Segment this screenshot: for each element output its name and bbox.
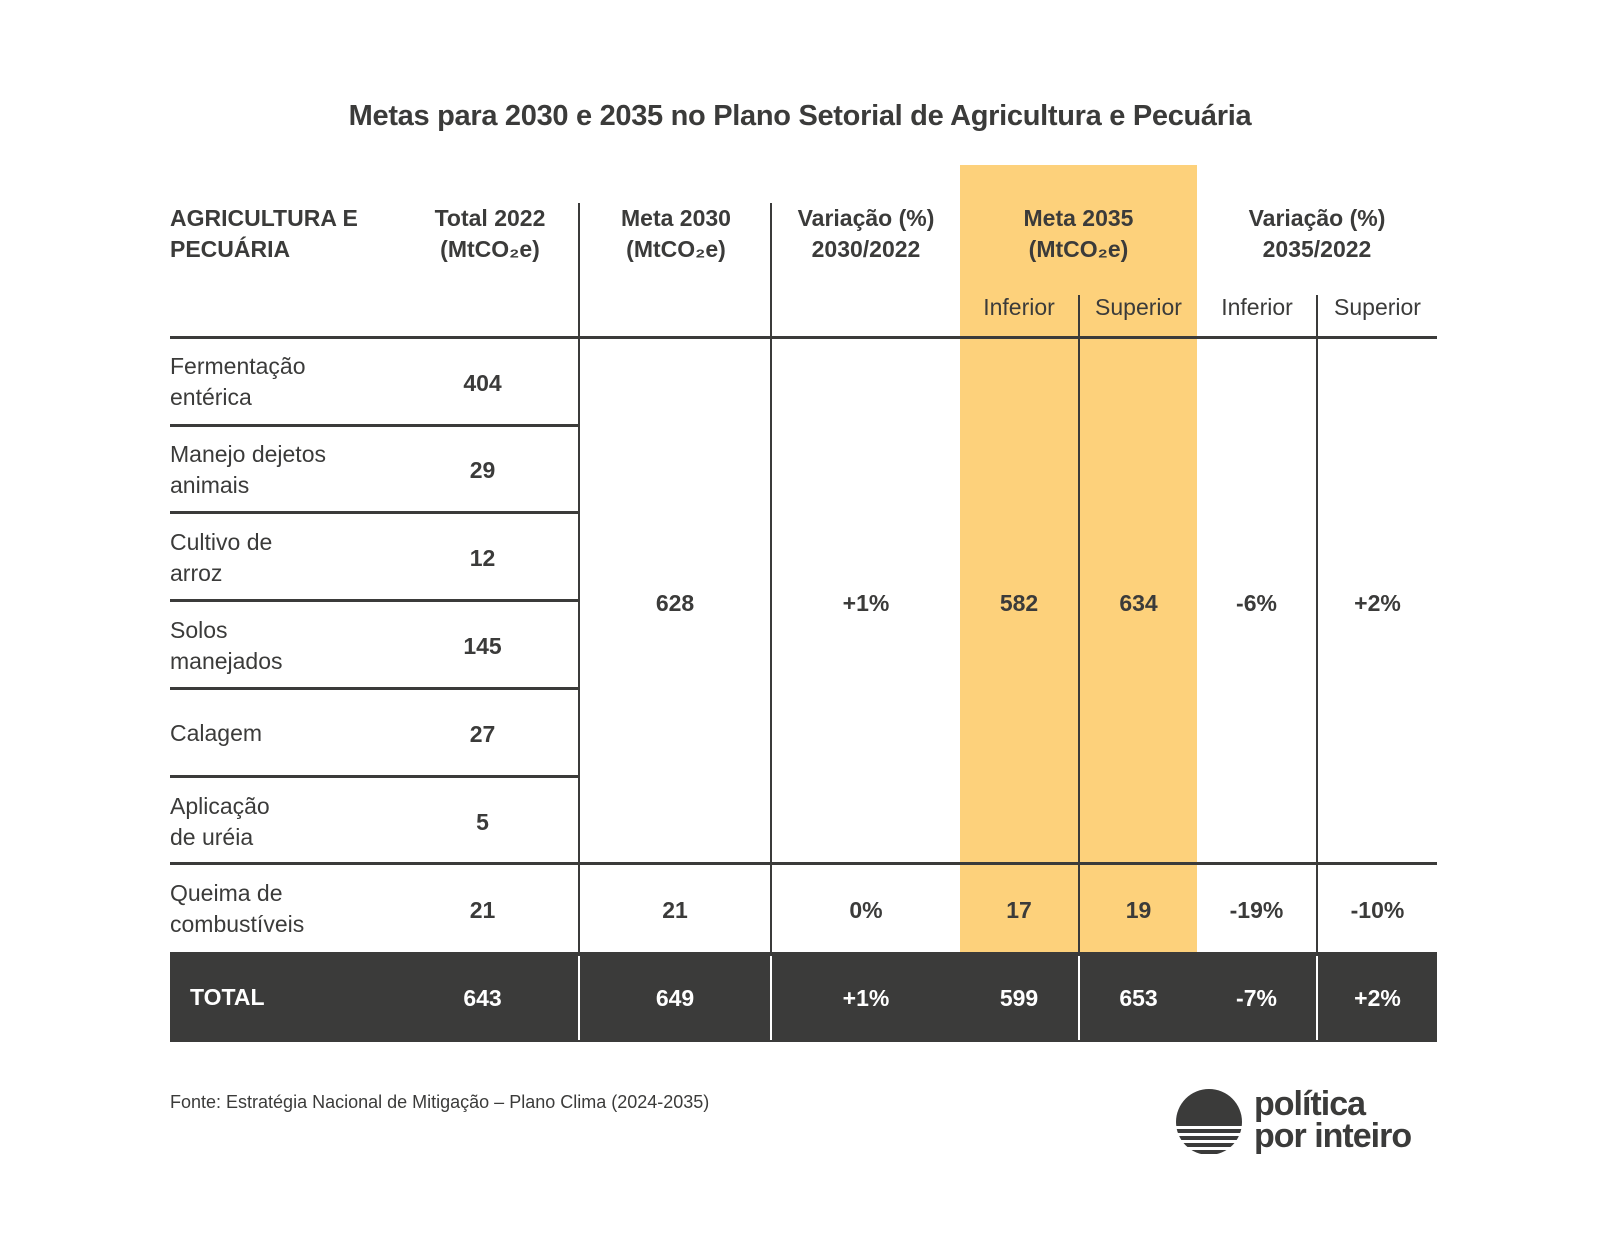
cell-var-2030: 0%: [849, 897, 883, 923]
cell-total-2022: 12: [469, 545, 496, 571]
total-2022: 643: [463, 985, 502, 1011]
header-meta-2035: Meta 2035 (MtCO₂e): [960, 203, 1197, 265]
row-label-line: Cultivo de: [170, 529, 273, 555]
sunset-logo-icon: [1176, 1089, 1242, 1154]
row-label-line: de uréia: [170, 824, 254, 850]
total-var-2030: +1%: [842, 985, 890, 1011]
header-meta-2030: Meta 2030 (MtCO₂e): [580, 203, 772, 265]
header-var-2030-line1: Variação (%): [797, 205, 935, 231]
subheader-var-2035-superior: Superior: [1334, 294, 1421, 320]
total-var-2035-inferior: -7%: [1236, 985, 1277, 1011]
cell-var-2035-inferior: -19%: [1229, 897, 1284, 923]
row-label-manejo-dejetos: Manejo dejetos animais: [170, 439, 400, 501]
row-label-line: Aplicação: [170, 793, 270, 819]
total-meta-2035-inferior: 599: [999, 985, 1039, 1011]
total-var-2035-superior: +2%: [1354, 985, 1401, 1011]
cell-meta-2030-group: 628: [655, 590, 695, 616]
cell-var-2035-inferior-group: -6%: [1236, 590, 1277, 616]
cell-total-2022: 21: [469, 897, 496, 923]
header-meta-2035-line1: Meta 2035: [1023, 205, 1134, 231]
row-label-line: Fermentação: [170, 353, 306, 379]
column-divider: [578, 203, 580, 952]
column-divider: [1078, 295, 1080, 952]
cell-total-2022: 27: [469, 721, 496, 747]
header-var-2035-line2: 2035/2022: [1262, 236, 1372, 262]
cell-meta-2035-superior-group: 634: [1119, 590, 1158, 616]
total-divider: [578, 956, 580, 1040]
brand-line-2: por inteiro: [1254, 1117, 1412, 1155]
cell-meta-2035-superior: 19: [1125, 897, 1152, 923]
row-rule: [170, 511, 578, 514]
header-meta-2030-line2: (MtCO₂e): [626, 236, 726, 262]
row-rule: [170, 687, 578, 690]
group-rule: [170, 862, 1437, 865]
row-label-queima-combustiveis: Queima de combustíveis: [170, 878, 400, 940]
header-total-2022-line1: Total 2022: [434, 205, 546, 231]
total-divider: [1078, 956, 1080, 1040]
row-rule: [170, 599, 578, 602]
cell-meta-2035-inferior: 17: [1006, 897, 1032, 923]
chart-title: Metas para 2030 e 2035 no Plano Setorial…: [348, 100, 1252, 132]
row-label-line: manejados: [170, 648, 283, 674]
row-label-line: entérica: [170, 384, 252, 410]
cell-meta-2030: 21: [662, 897, 688, 923]
cell-var-2035-superior: -10%: [1350, 897, 1405, 923]
header-var-2030-line2: 2030/2022: [811, 236, 921, 262]
row-label-calagem: Calagem: [170, 718, 400, 749]
header-meta-2030-line1: Meta 2030: [621, 205, 731, 231]
total-divider: [770, 956, 772, 1040]
header-rule: [170, 336, 1437, 339]
cell-meta-2035-inferior-group: 582: [999, 590, 1039, 616]
header-var-2035: Variação (%) 2035/2022: [1197, 203, 1437, 265]
row-rule: [170, 424, 578, 427]
row-label-fermentacao: Fermentação entérica: [170, 351, 400, 413]
total-meta-2035-superior: 653: [1119, 985, 1158, 1011]
column-divider: [1316, 295, 1318, 952]
row-label-line: Manejo dejetos: [170, 441, 326, 467]
header-sector-line1: AGRICULTURA E: [170, 205, 358, 231]
header-sector: AGRICULTURA E PECUÁRIA: [170, 203, 400, 265]
total-row: [170, 952, 1437, 1042]
brand-line-1: política: [1254, 1085, 1366, 1123]
subheader-meta-2035-inferior: Inferior: [983, 294, 1055, 320]
row-label-line: Queima de: [170, 880, 283, 906]
column-divider: [770, 203, 772, 952]
header-var-2035-line1: Variação (%): [1248, 205, 1386, 231]
row-label-cultivo-arroz: Cultivo de arroz: [170, 527, 400, 589]
cell-var-2035-superior-group: +2%: [1354, 590, 1401, 616]
cell-total-2022: 29: [469, 457, 496, 483]
row-label-line: animais: [170, 472, 250, 498]
total-label: TOTAL: [190, 984, 265, 1010]
row-label-aplicacao-ureia: Aplicação de uréia: [170, 791, 400, 853]
cell-total-2022: 145: [463, 633, 502, 659]
cell-total-2022: 404: [463, 370, 502, 396]
subheader-meta-2035-superior: Superior: [1095, 294, 1182, 320]
total-meta-2030: 649: [655, 985, 695, 1011]
header-total-2022: Total 2022 (MtCO₂e): [400, 203, 580, 265]
row-rule: [170, 775, 578, 778]
header-meta-2035-line2: (MtCO₂e): [1028, 236, 1129, 262]
total-divider: [1316, 956, 1318, 1040]
source-note: Fonte: Estratégia Nacional de Mitigação …: [170, 1092, 710, 1112]
row-label-line: Solos: [170, 617, 228, 643]
row-label-line: arroz: [170, 560, 223, 586]
row-label-solos-manejados: Solos manejados: [170, 615, 400, 677]
cell-total-2022: 5: [476, 809, 489, 835]
header-var-2030: Variação (%) 2030/2022: [772, 203, 960, 265]
header-total-2022-line2: (MtCO₂e): [440, 236, 540, 262]
header-sector-line2: PECUÁRIA: [170, 236, 291, 262]
row-label-line: combustíveis: [170, 911, 305, 937]
subheader-var-2035-inferior: Inferior: [1221, 294, 1293, 320]
brand-logo-text: política por inteiro: [1254, 1085, 1412, 1155]
cell-var-2030-group: +1%: [842, 590, 890, 616]
row-label-line: Calagem: [170, 720, 263, 746]
